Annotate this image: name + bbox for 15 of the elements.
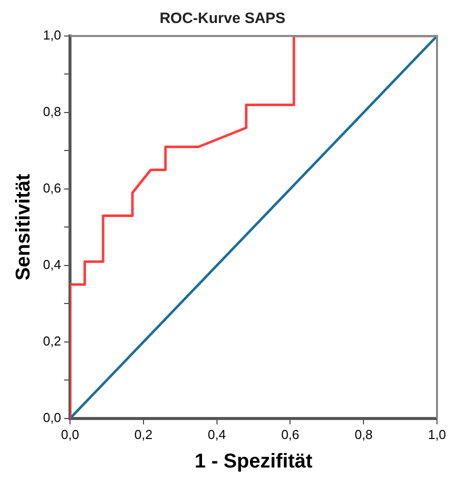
y-tick-label: 0,2 — [42, 334, 62, 348]
y-tick-label: 1,0 — [42, 28, 62, 43]
x-axis-title: 1 - Spezifität — [194, 450, 313, 473]
x-tick-label: 1,0 — [428, 426, 446, 442]
x-tick-label: 0,6 — [281, 426, 300, 442]
chart-title: ROC-Kurve SAPS — [160, 10, 286, 28]
x-tick-label: 0,2 — [134, 426, 152, 442]
y-axis-title: Sensitivität — [12, 174, 35, 281]
x-tick-label: 0,8 — [354, 426, 373, 442]
y-tick-label: 0,8 — [42, 104, 62, 120]
y-tick-label: 0,6 — [42, 180, 62, 196]
x-tick-label: 0,0 — [61, 426, 80, 442]
y-tick-label: 0,4 — [42, 257, 62, 272]
y-tick-label: 0,0 — [42, 410, 62, 425]
x-tick-label: 0,4 — [208, 426, 226, 442]
